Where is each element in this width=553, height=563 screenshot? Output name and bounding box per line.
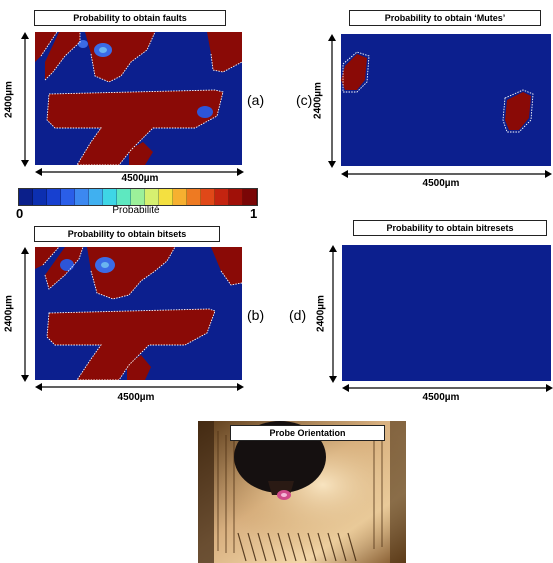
panel-c-height-label: 2400µm (312, 82, 324, 119)
panel-c-letter: (c) (296, 92, 313, 108)
panel-d-heatmap (342, 245, 551, 381)
panel-c-heatmap (341, 34, 551, 166)
panel-a-height-arrow (21, 32, 29, 167)
panel-d-letter: (d) (289, 307, 307, 323)
panel-b-letter: (b) (247, 307, 265, 323)
panel-d-width-label: 4500µm (422, 392, 460, 403)
colorbar-swatch (201, 189, 215, 205)
panel-a-width-arrow (35, 168, 244, 176)
panel-a-letter: (a) (247, 92, 265, 108)
colorbar-caption: Probabilité (112, 205, 160, 216)
colorbar-swatch (159, 189, 173, 205)
colorbar-swatch (243, 189, 257, 205)
panel-c-width-label: 4500µm (422, 178, 460, 189)
colorbar-max-label: 1 (250, 206, 258, 221)
panel-b-heatmap (35, 246, 243, 381)
colorbar-swatch (173, 189, 187, 205)
colorbar-min-label: 0 (16, 206, 24, 221)
panel-b-height-label: 2400µm (3, 295, 15, 332)
panel-c-title: Probability to obtain ‘Mutes’ (349, 10, 541, 26)
panel-b-width-arrow (35, 383, 244, 391)
panel-c-width-arrow (341, 170, 552, 178)
photo-title: Probe Orientation (230, 425, 385, 441)
colorbar-swatch (215, 189, 229, 205)
colorbar-swatch (117, 189, 131, 205)
colorbar-swatch (187, 189, 201, 205)
panel-b-width-label: 4500µm (117, 392, 155, 403)
colorbar-swatch (75, 189, 89, 205)
panel-d-height-arrow (329, 245, 337, 383)
colorbar-swatch (19, 189, 33, 205)
colorbar-swatch (229, 189, 243, 205)
colorbar-swatch (131, 189, 145, 205)
panel-d-height-label: 2400µm (315, 295, 327, 332)
panel-a-width-label: 4500µm (121, 173, 159, 184)
colorbar (18, 188, 258, 206)
panel-b-height-arrow (21, 247, 29, 382)
colorbar-swatch (89, 189, 103, 205)
colorbar-swatch (103, 189, 117, 205)
panel-a-title: Probability to obtain faults (34, 10, 226, 26)
colorbar-swatch (33, 189, 47, 205)
probe-photo (198, 421, 406, 563)
panel-d-width-arrow (342, 384, 553, 392)
panel-a-heatmap (35, 31, 243, 166)
colorbar-swatch (145, 189, 159, 205)
colorbar-swatch (47, 189, 61, 205)
panel-d-title: Probability to obtain bitresets (353, 220, 547, 236)
panel-c-height-arrow (328, 34, 336, 168)
panel-b-title: Probability to obtain bitsets (34, 226, 220, 242)
colorbar-swatch (61, 189, 75, 205)
panel-a-height-label: 2400µm (3, 81, 15, 118)
